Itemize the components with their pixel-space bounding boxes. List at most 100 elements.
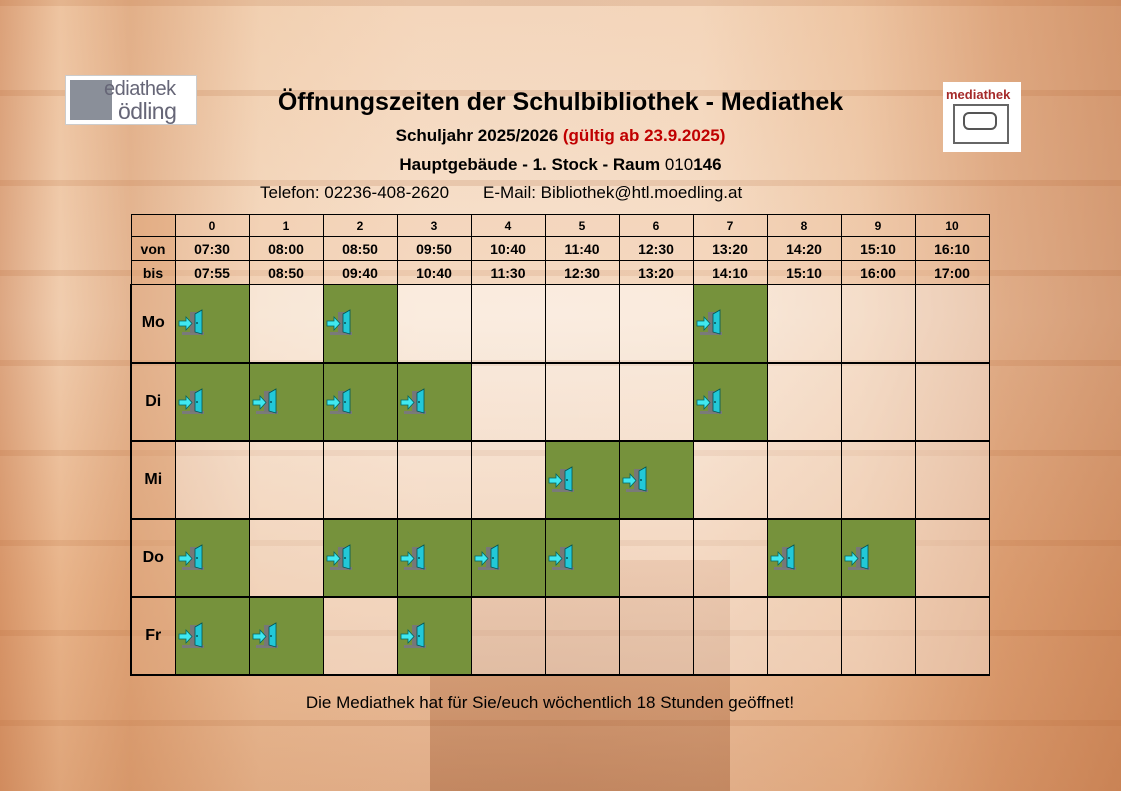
end-time: 12:30 (544, 260, 620, 285)
door-enter-icon (252, 387, 282, 417)
open-slot (248, 362, 324, 442)
start-time: 11:40 (544, 236, 620, 261)
open-slot (322, 518, 398, 598)
open-slot (248, 596, 324, 676)
period-header: 1 (248, 214, 324, 237)
end-time: 07:55 (174, 260, 250, 285)
start-time: 09:50 (396, 236, 472, 261)
door-enter-icon (178, 621, 208, 651)
mediathek-projector-logo: mediathek (943, 82, 1021, 152)
period-header: 10 (914, 214, 990, 237)
closed-slot (396, 284, 472, 364)
schedule-table: 0 1 2 3 4 5 6 7 8 9 10 von 07:30 08:00 08:50 09:50 10:4… (130, 214, 990, 676)
closed-slot (840, 596, 916, 676)
day-row: Mo (130, 284, 990, 364)
closed-slot (766, 362, 842, 442)
open-slot (544, 440, 620, 520)
start-time: 16:10 (914, 236, 990, 261)
door-enter-icon (252, 621, 282, 651)
period-header: 3 (396, 214, 472, 237)
closed-slot (914, 596, 990, 676)
closed-slot (174, 440, 250, 520)
closed-slot (618, 284, 694, 364)
period-header: 9 (840, 214, 916, 237)
footer-note: Die Mediathek hat für Sie/euch wöchentli… (305, 693, 795, 712)
closed-slot (248, 284, 324, 364)
end-time: 16:00 (840, 260, 916, 285)
open-slot (618, 440, 694, 520)
door-enter-icon (548, 465, 578, 495)
closed-slot (618, 362, 694, 442)
period-header: 2 (322, 214, 398, 237)
open-slot (692, 284, 768, 364)
closed-slot (544, 284, 620, 364)
door-enter-icon (178, 308, 208, 338)
start-time: 14:20 (766, 236, 842, 261)
open-slot (174, 362, 250, 442)
closed-slot (544, 596, 620, 676)
door-enter-icon (622, 465, 652, 495)
closed-slot (914, 440, 990, 520)
closed-slot (248, 440, 324, 520)
period-header: 7 (692, 214, 768, 237)
open-slot (692, 362, 768, 442)
start-time: 07:30 (174, 236, 250, 261)
open-slot (174, 284, 250, 364)
door-enter-icon (474, 543, 504, 573)
closed-slot (766, 284, 842, 364)
closed-slot (248, 518, 324, 598)
end-time: 08:50 (248, 260, 324, 285)
door-enter-icon (696, 387, 726, 417)
start-time: 08:50 (322, 236, 398, 261)
door-enter-icon (326, 543, 356, 573)
closed-slot (766, 596, 842, 676)
door-enter-icon (400, 621, 430, 651)
start-time: 08:00 (248, 236, 324, 261)
closed-slot (840, 362, 916, 442)
period-header: 8 (766, 214, 842, 237)
open-slot (766, 518, 842, 598)
day-label: Do (130, 518, 176, 598)
period-header: 6 (618, 214, 694, 237)
door-enter-icon (770, 543, 800, 573)
closed-slot (692, 596, 768, 676)
day-label: Fr (130, 596, 176, 676)
start-time: 15:10 (840, 236, 916, 261)
door-enter-icon (400, 543, 430, 573)
start-time: 12:30 (618, 236, 694, 261)
end-time: 15:10 (766, 260, 842, 285)
end-time: 09:40 (322, 260, 398, 285)
closed-slot (322, 440, 398, 520)
day-row: Mi (130, 440, 990, 520)
closed-slot (470, 440, 546, 520)
schoolyear: Schuljahr 2025/2026 (gültig ab 23.9.2025… (395, 126, 726, 145)
closed-slot (766, 440, 842, 520)
open-slot (322, 362, 398, 442)
closed-slot (470, 284, 546, 364)
closed-slot (692, 440, 768, 520)
open-slot (322, 284, 398, 364)
end-time: 14:10 (692, 260, 768, 285)
open-slot (840, 518, 916, 598)
door-enter-icon (844, 543, 874, 573)
closed-slot (322, 596, 398, 676)
door-enter-icon (178, 543, 208, 573)
period-header: 0 (174, 214, 250, 237)
open-slot (396, 362, 472, 442)
door-enter-icon (326, 308, 356, 338)
door-enter-icon (326, 387, 356, 417)
open-slot (174, 518, 250, 598)
period-header: 4 (470, 214, 546, 237)
end-time: 11:30 (470, 260, 546, 285)
end-time: 13:20 (618, 260, 694, 285)
start-time: 13:20 (692, 236, 768, 261)
closed-slot (914, 362, 990, 442)
email: E-Mail: Bibliothek@htl.moedling.at (483, 183, 743, 202)
door-enter-icon (548, 543, 578, 573)
open-slot (470, 518, 546, 598)
closed-slot (544, 362, 620, 442)
open-slot (396, 518, 472, 598)
open-slot (544, 518, 620, 598)
start-time: 10:40 (470, 236, 546, 261)
period-header: 5 (544, 214, 620, 237)
